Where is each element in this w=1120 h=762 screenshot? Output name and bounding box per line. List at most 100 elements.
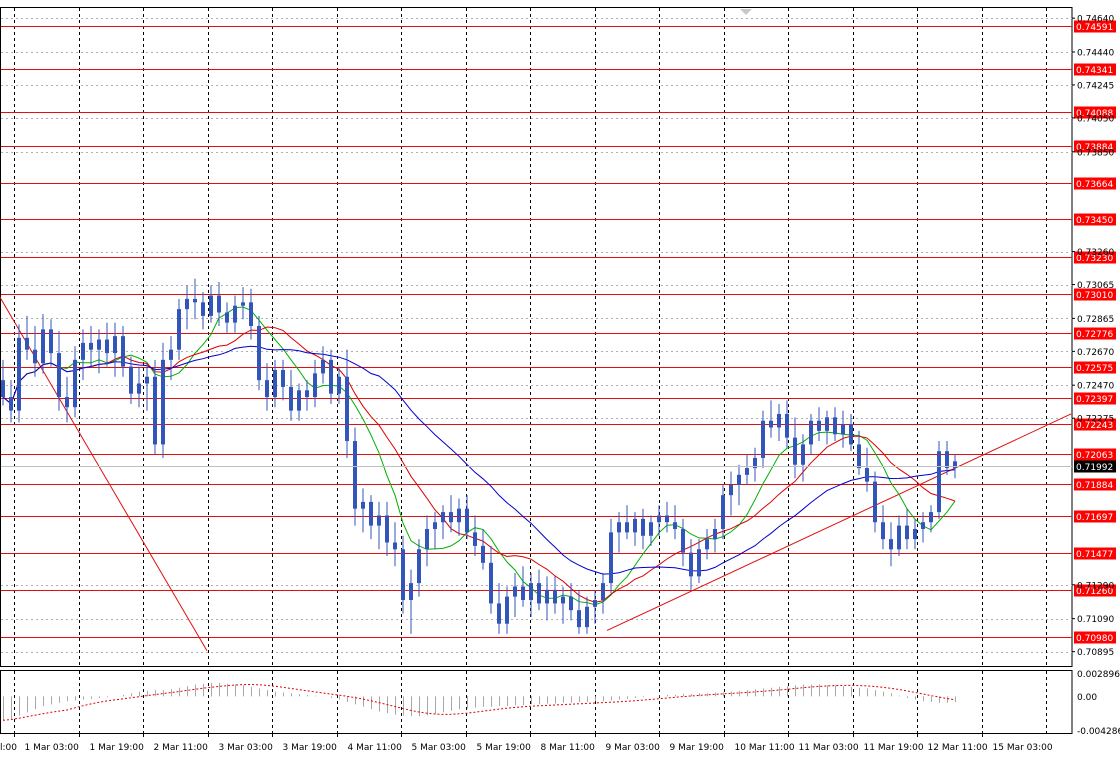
time-label: 9 Mar 19:00 bbox=[670, 743, 725, 753]
level-label: 0.72776 bbox=[1076, 330, 1113, 340]
candle-body bbox=[825, 417, 829, 431]
candle-body bbox=[705, 539, 709, 550]
candle-body bbox=[609, 532, 613, 584]
candle-body bbox=[737, 474, 741, 486]
level-label-box bbox=[1074, 213, 1116, 226]
candle-body bbox=[721, 495, 725, 529]
candle-body bbox=[217, 295, 221, 313]
candle-body bbox=[473, 532, 477, 546]
candle-body bbox=[161, 359, 165, 445]
level-label: 0.72063 bbox=[1076, 451, 1113, 461]
time-label: 5 Mar 19:00 bbox=[477, 743, 532, 753]
time-label: 1 Mar 19:00 bbox=[90, 743, 145, 753]
candle-body bbox=[241, 302, 245, 306]
time-label-fragment: l:00 bbox=[0, 743, 17, 753]
candle-body bbox=[921, 522, 925, 529]
level-label: 0.73230 bbox=[1076, 254, 1113, 264]
candle-body bbox=[649, 522, 653, 536]
candle-body bbox=[185, 298, 189, 310]
price-tick-label: 0.72470 bbox=[1077, 382, 1114, 392]
candle-body bbox=[481, 545, 485, 563]
candle-body bbox=[273, 369, 277, 398]
candle-body bbox=[697, 549, 701, 577]
candle-body bbox=[1, 380, 5, 398]
level-label-box bbox=[1074, 510, 1116, 523]
time-label: 12 Mar 11:00 bbox=[928, 743, 988, 753]
current-price-label: 0.71992 bbox=[1076, 463, 1113, 473]
trendline-up bbox=[606, 413, 1072, 631]
candle-body bbox=[393, 542, 397, 550]
candle-body bbox=[849, 424, 853, 445]
price-tick-label: 0.74440 bbox=[1077, 48, 1114, 58]
candle-body bbox=[25, 337, 29, 350]
price-tick-label: 0.74050 bbox=[1077, 114, 1114, 124]
time-label: 10 Mar 11:00 bbox=[735, 743, 795, 753]
level-label-box bbox=[1074, 392, 1116, 405]
level-label: 0.71697 bbox=[1076, 513, 1113, 523]
candle-body bbox=[569, 596, 573, 611]
candle-body bbox=[881, 522, 885, 540]
time-label: 3 Mar 19:00 bbox=[283, 743, 338, 753]
candle-body bbox=[817, 420, 821, 431]
candle-body bbox=[409, 583, 413, 601]
candle-body bbox=[281, 369, 285, 387]
price-tick-label: 0.74640 bbox=[1077, 15, 1114, 25]
candle-body bbox=[257, 326, 261, 381]
candle-body bbox=[377, 515, 381, 526]
candle-body bbox=[593, 600, 597, 607]
candle-body bbox=[857, 444, 861, 469]
candle-body bbox=[873, 481, 877, 523]
candle-body bbox=[865, 468, 869, 482]
level-label: 0.74088 bbox=[1076, 109, 1113, 119]
candle-body bbox=[553, 589, 557, 604]
candle-body bbox=[369, 501, 373, 526]
candle-body bbox=[777, 413, 781, 428]
candle-body bbox=[289, 386, 293, 411]
osc-tick-label: 0.002896 bbox=[1077, 670, 1120, 680]
current-price-box bbox=[1074, 460, 1116, 473]
candle-body bbox=[905, 525, 909, 540]
level-label-box bbox=[1074, 288, 1116, 301]
candle-body bbox=[833, 417, 837, 435]
time-label: 9 Mar 03:00 bbox=[606, 743, 661, 753]
candle-body bbox=[81, 342, 85, 360]
candle-body bbox=[41, 329, 45, 364]
time-label: 2 Mar 11:00 bbox=[154, 743, 209, 753]
candle-body bbox=[585, 606, 589, 628]
level-label-box bbox=[1074, 361, 1116, 374]
candle-body bbox=[89, 342, 93, 350]
candle-body bbox=[345, 376, 349, 442]
candle-body bbox=[177, 309, 181, 350]
candle-body bbox=[537, 583, 541, 604]
candle-body bbox=[745, 468, 749, 475]
candle-body bbox=[121, 336, 125, 367]
candle-body bbox=[33, 349, 37, 364]
level-label: 0.74591 bbox=[1076, 23, 1113, 33]
candle-body bbox=[625, 522, 629, 533]
candle-body bbox=[201, 302, 205, 316]
candle-body bbox=[49, 329, 53, 354]
candle-body bbox=[433, 522, 437, 529]
candle-body bbox=[577, 610, 581, 628]
level-label: 0.73010 bbox=[1076, 291, 1113, 301]
candle-body bbox=[57, 353, 61, 398]
price-tick-label: 0.73065 bbox=[1077, 281, 1114, 291]
level-label-box bbox=[1074, 63, 1116, 76]
candle-body bbox=[361, 501, 365, 509]
candle-body bbox=[897, 525, 901, 550]
level-label-box bbox=[1074, 106, 1116, 119]
candle-body bbox=[929, 512, 933, 523]
level-label: 0.72575 bbox=[1076, 364, 1113, 374]
level-label-box bbox=[1074, 478, 1116, 491]
level-label: 0.72397 bbox=[1076, 395, 1113, 405]
candle-body bbox=[937, 451, 941, 513]
candle-body bbox=[401, 549, 405, 601]
candle-body bbox=[505, 596, 509, 624]
candle-body bbox=[305, 390, 309, 398]
candle-body bbox=[129, 366, 133, 394]
level-label: 0.71477 bbox=[1076, 550, 1113, 560]
candle-body bbox=[769, 420, 773, 428]
price-tick-label: 0.74245 bbox=[1077, 81, 1114, 91]
